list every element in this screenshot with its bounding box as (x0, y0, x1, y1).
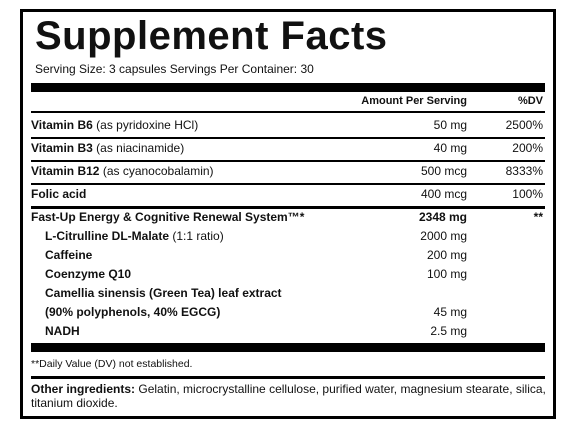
ingredient-name: Caffeine (45, 248, 93, 262)
ingredient-note: (as niacinamide) (96, 141, 185, 155)
amount: 40 mg (433, 141, 467, 155)
daily-value: 200% (512, 141, 543, 155)
rule (31, 343, 545, 352)
other-label: Other ingredients: (31, 382, 136, 396)
title: Supplement Facts (35, 14, 388, 58)
rule (31, 111, 545, 113)
ingredient-name: L-Citrulline DL-Malate (45, 229, 170, 243)
amount: 2348 mg (418, 210, 467, 224)
amount: 2.5 mg (430, 324, 467, 338)
other-text: Gelatin, microcrystalline cellulose, pur… (31, 382, 546, 410)
ingredient-name: Camellia sinensis (Green Tea) leaf extra… (45, 286, 282, 300)
ingredient-note: (as pyridoxine HCl) (96, 118, 199, 132)
ingredient: Folic acid (31, 187, 86, 201)
dv-header: %DV (517, 95, 543, 107)
daily-value: ** (533, 210, 543, 224)
ingredient-name: Vitamin B12 (31, 164, 100, 178)
ingredient-name: Folic acid (31, 187, 87, 201)
amount: 45 mg (433, 305, 467, 319)
rule (31, 137, 545, 139)
rule (31, 376, 545, 379)
ingredient-name: NADH (45, 324, 80, 338)
supplement-panel: Supplement Facts Serving Size: 3 capsule… (20, 9, 556, 419)
amount: 50 mg (433, 118, 467, 132)
other-ingredients: Other ingredients: Gelatin, microcrystal… (31, 382, 547, 410)
ingredient: Vitamin B12 (as cyanocobalamin) (31, 164, 214, 178)
amount: 500 mcg (420, 164, 467, 178)
ingredient: Vitamin B6 (as pyridoxine HCl) (31, 118, 198, 132)
amount: 200 mg (426, 248, 467, 262)
rule (31, 206, 545, 209)
ingredient: Coenzyme Q10 (45, 267, 131, 281)
ingredient-name: Coenzyme Q10 (45, 267, 132, 281)
ingredient: Camellia sinensis (Green Tea) leaf extra… (45, 286, 282, 300)
daily-value: 8333% (505, 164, 543, 178)
amount: 100 mg (426, 267, 467, 281)
ingredient-note: (as cyanocobalamin) (102, 164, 214, 178)
ingredient-name: Vitamin B6 (31, 118, 93, 132)
amount: 2000 mg (420, 229, 467, 243)
ingredient: L-Citrulline DL-Malate (1:1 ratio) (45, 229, 224, 243)
blend-name: Fast-Up Energy & Cognitive Renewal Syste… (31, 210, 305, 224)
ingredient: NADH (45, 324, 80, 338)
ingredient-name: Vitamin B3 (31, 141, 93, 155)
rule (31, 183, 545, 185)
rule (31, 83, 545, 92)
rule (31, 160, 545, 162)
amount-header: Amount Per Serving (361, 95, 467, 107)
serving-info: Serving Size: 3 capsules Servings Per Co… (35, 62, 314, 76)
daily-value: 100% (512, 187, 543, 201)
ingredient-note: (90% polyphenols, 40% EGCG) (45, 305, 221, 319)
ingredient-note: (1:1 ratio) (172, 229, 224, 243)
ingredient: Caffeine (45, 248, 92, 262)
footnote: **Daily Value (DV) not established. (31, 358, 193, 370)
ingredient: Vitamin B3 (as niacinamide) (31, 141, 184, 155)
daily-value: 2500% (505, 118, 543, 132)
amount: 400 mcg (420, 187, 467, 201)
